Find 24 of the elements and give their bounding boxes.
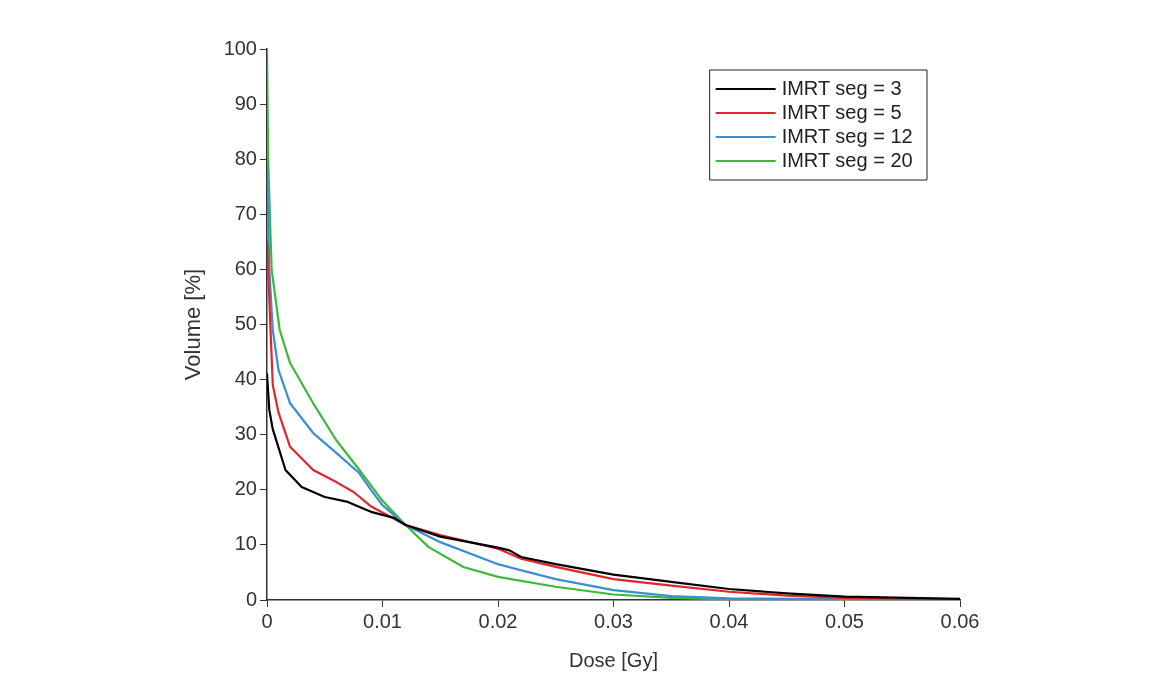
x-tick-label: 0.02 <box>478 609 518 632</box>
legend-label: IMRT seg = 3 <box>781 76 902 99</box>
legend-label: IMRT seg = 20 <box>781 148 913 171</box>
x-tick-label: 0.01 <box>363 609 402 632</box>
y-tick-label: 50 <box>234 312 257 335</box>
y-tick-label: 20 <box>234 477 257 500</box>
y-tick-label: 30 <box>234 422 257 445</box>
x-axis-title: Dose [Gy] <box>569 648 658 671</box>
y-tick-label: 40 <box>234 367 257 390</box>
y-tick-label: 0 <box>245 587 257 610</box>
x-tick-label: 0.05 <box>825 609 864 632</box>
y-tick-label: 80 <box>234 146 257 169</box>
y-tick-label: 100 <box>223 36 257 59</box>
x-tick-label: 0.06 <box>940 609 980 632</box>
legend-label: IMRT seg = 12 <box>781 124 913 147</box>
legend-label: IMRT seg = 5 <box>781 100 902 123</box>
x-tick-label: 0.03 <box>594 609 633 632</box>
y-tick-label: 60 <box>234 256 257 279</box>
y-axis-title: Volume [%] <box>180 268 206 381</box>
y-tick-label: 70 <box>234 201 257 224</box>
x-tick-label: 0.04 <box>709 609 749 632</box>
x-tick-label: 0 <box>261 609 273 632</box>
y-tick-label: 10 <box>234 532 257 555</box>
y-tick-label: 90 <box>234 91 257 114</box>
